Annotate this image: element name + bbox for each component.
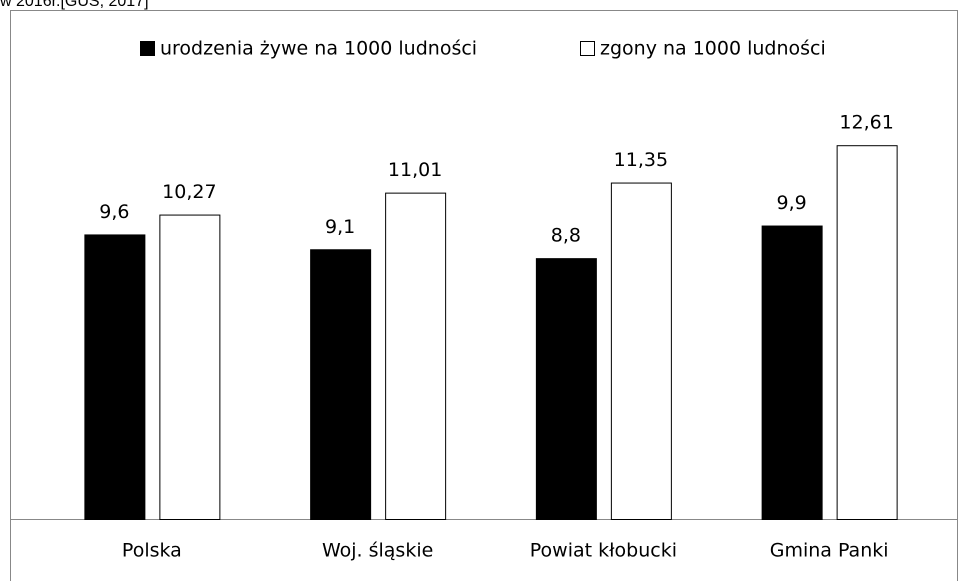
bar (385, 192, 447, 520)
bar (535, 258, 597, 520)
x-tick-label: Gmina Panki (770, 540, 889, 562)
value-label: 12,61 (839, 112, 893, 134)
value-label: 9,1 (325, 216, 355, 238)
bar (761, 225, 823, 521)
bar (610, 182, 672, 521)
bar (159, 214, 221, 520)
value-label: 11,35 (614, 149, 668, 171)
legend-swatch (580, 41, 595, 56)
x-tick-label: Woj. śląskie (322, 540, 433, 562)
x-tick-label: Polska (122, 540, 182, 562)
bar (84, 234, 146, 521)
legend-label: urodzenia żywe na 1000 ludności (160, 38, 477, 60)
legend-label: zgony na 1000 ludności (600, 38, 826, 60)
value-label: 9,9 (777, 192, 807, 214)
value-label: 10,27 (162, 181, 216, 203)
value-label: 8,8 (551, 225, 581, 247)
legend-swatch (140, 41, 155, 56)
value-label: 9,6 (99, 201, 129, 223)
bar (836, 145, 898, 520)
x-tick-label: Powiat kłobucki (530, 540, 677, 562)
bar (310, 249, 372, 520)
caption: w 2016r.[GUS, 2017] (0, 0, 149, 10)
value-label: 11,01 (388, 159, 442, 181)
